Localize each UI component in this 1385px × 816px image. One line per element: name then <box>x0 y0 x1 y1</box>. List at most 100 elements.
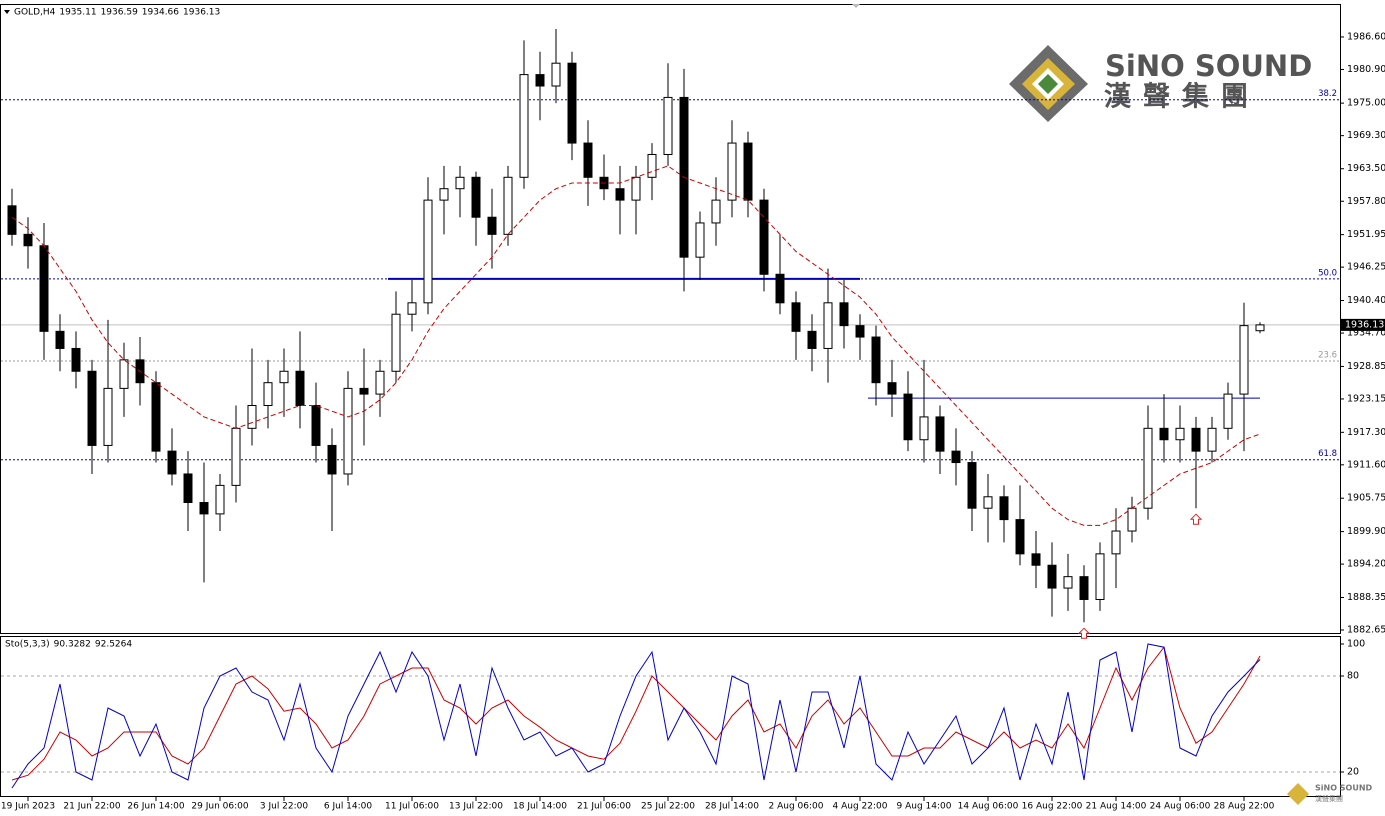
x-tick-label: 21 Jun 22:00 <box>63 802 120 812</box>
candle-body <box>487 216 497 235</box>
indicator-title: Sto(5,3,3) <box>5 640 50 650</box>
candle-body <box>935 416 945 452</box>
scroll-marker <box>852 4 860 8</box>
menu-triangle[interactable] <box>4 10 10 14</box>
candle-body <box>503 176 513 235</box>
level-label: 50.0 <box>1318 268 1337 278</box>
small-logo-diamond <box>1287 783 1309 805</box>
candle-body <box>247 405 257 429</box>
candle-body <box>999 496 1009 521</box>
small-logo-latin: SiNO SOUND <box>1315 784 1373 793</box>
y-tick-label: 1894.20 <box>1347 559 1385 570</box>
candle-body <box>1127 507 1137 532</box>
y-tick-label: 20 <box>1347 767 1359 778</box>
candle-body <box>823 302 833 349</box>
candle-body <box>71 347 81 372</box>
logo: SiNO SOUND 漢聲集團 SiNO SOUND 漢聲集團 <box>1009 45 1373 805</box>
x-tick-label: 14 Aug 06:00 <box>958 802 1019 812</box>
candle-body <box>407 302 417 315</box>
y-tick-label: 1934.70 <box>1347 328 1385 339</box>
stochastic-line <box>11 643 1261 789</box>
y-tick-label: 1980.90 <box>1347 64 1385 75</box>
candle-body <box>1143 427 1153 509</box>
candle-body <box>1031 553 1041 566</box>
x-tick-label: 2 Aug 06:00 <box>769 802 824 812</box>
candle-body <box>263 382 273 407</box>
price-tag-label: 1936.13 <box>1345 319 1384 330</box>
x-tick-label: 25 Jul 22:00 <box>641 802 695 812</box>
candle-body <box>1063 576 1073 589</box>
x-tick-label: 29 Jun 06:00 <box>191 802 248 812</box>
y-tick-label: 1951.95 <box>1347 229 1385 240</box>
candle-body <box>327 444 337 475</box>
y-tick-label: 80 <box>1347 671 1359 682</box>
y-tick-label: 1969.30 <box>1347 130 1385 141</box>
candle-body <box>519 74 529 178</box>
y-tick-label: 1905.75 <box>1347 493 1385 504</box>
candle-body <box>711 199 721 224</box>
x-tick-label: 26 Jun 14:00 <box>127 802 184 812</box>
y-tick-label: 1986.60 <box>1347 31 1385 42</box>
x-tick-label: 24 Aug 06:00 <box>1150 802 1211 812</box>
candle-body <box>103 387 113 446</box>
header-value: 1934.66 <box>142 8 179 18</box>
candle-body <box>1079 576 1089 600</box>
level-label: 61.8 <box>1318 449 1337 459</box>
stochastic-line <box>11 646 1261 781</box>
y-tick-label: 1899.90 <box>1347 526 1385 537</box>
x-tick-label: 21 Aug 14:00 <box>1086 802 1147 812</box>
candle-body <box>1047 564 1057 589</box>
logo-chinese: 漢聲集團 <box>1104 81 1260 113</box>
candle-body <box>375 370 385 395</box>
candle-body <box>471 176 481 218</box>
level-label: 23.6 <box>1318 351 1337 361</box>
small-logo-chinese: 漢聲集團 <box>1315 794 1343 803</box>
price-tag <box>1341 318 1385 331</box>
y-tick-label: 1940.40 <box>1347 295 1385 306</box>
candle-body <box>631 176 641 201</box>
indicator-value: 92.5264 <box>95 640 132 650</box>
main-panel-frame <box>0 4 1341 634</box>
y-tick-label: 1963.50 <box>1347 163 1385 174</box>
candle-body <box>1223 393 1233 429</box>
candle-body <box>359 387 369 395</box>
x-tick-label: 16 Aug 22:00 <box>1022 802 1083 812</box>
candle-body <box>615 188 625 201</box>
level-label: 38.2 <box>1318 89 1337 99</box>
candle-body <box>791 302 801 332</box>
x-tick-label: 6 Jul 14:00 <box>324 802 373 812</box>
candle-body <box>903 393 913 441</box>
x-tick-label: 28 Aug 22:00 <box>1214 802 1275 812</box>
stochastic-panel-frame <box>0 636 1341 797</box>
candle-body <box>1239 325 1249 395</box>
header-value: 1936.59 <box>101 8 138 18</box>
y-tick-label: 1975.00 <box>1347 98 1385 109</box>
y-tick-label: 1928.85 <box>1347 361 1385 372</box>
candle-body <box>567 62 577 144</box>
x-tick-label: 18 Jul 14:00 <box>513 802 567 812</box>
candle-body <box>183 473 193 503</box>
candle-body <box>39 245 49 332</box>
candle-body <box>839 302 849 327</box>
candle-body <box>455 176 465 190</box>
x-tick-label: 19 Jun 2023 <box>1 802 55 812</box>
candle-body <box>311 405 321 446</box>
candle-body <box>743 142 753 201</box>
indicator-value: 90.3282 <box>54 640 91 650</box>
candle-body <box>231 427 241 486</box>
signal-arrow <box>1189 513 1203 525</box>
candle-body <box>871 336 881 384</box>
y-tick-label: 1923.15 <box>1347 393 1385 404</box>
y-tick-label: 1911.60 <box>1347 459 1385 470</box>
candle-body <box>215 484 225 515</box>
candle-body <box>55 330 65 349</box>
candle-body <box>87 370 97 446</box>
candle-body <box>807 330 817 349</box>
candle-body <box>1111 530 1121 555</box>
x-tick-label: 3 Jul 22:00 <box>260 802 309 812</box>
y-tick-label: 1957.80 <box>1347 196 1385 207</box>
candle-body <box>647 153 657 178</box>
candle-body <box>295 370 305 407</box>
candle-body <box>1175 427 1185 441</box>
